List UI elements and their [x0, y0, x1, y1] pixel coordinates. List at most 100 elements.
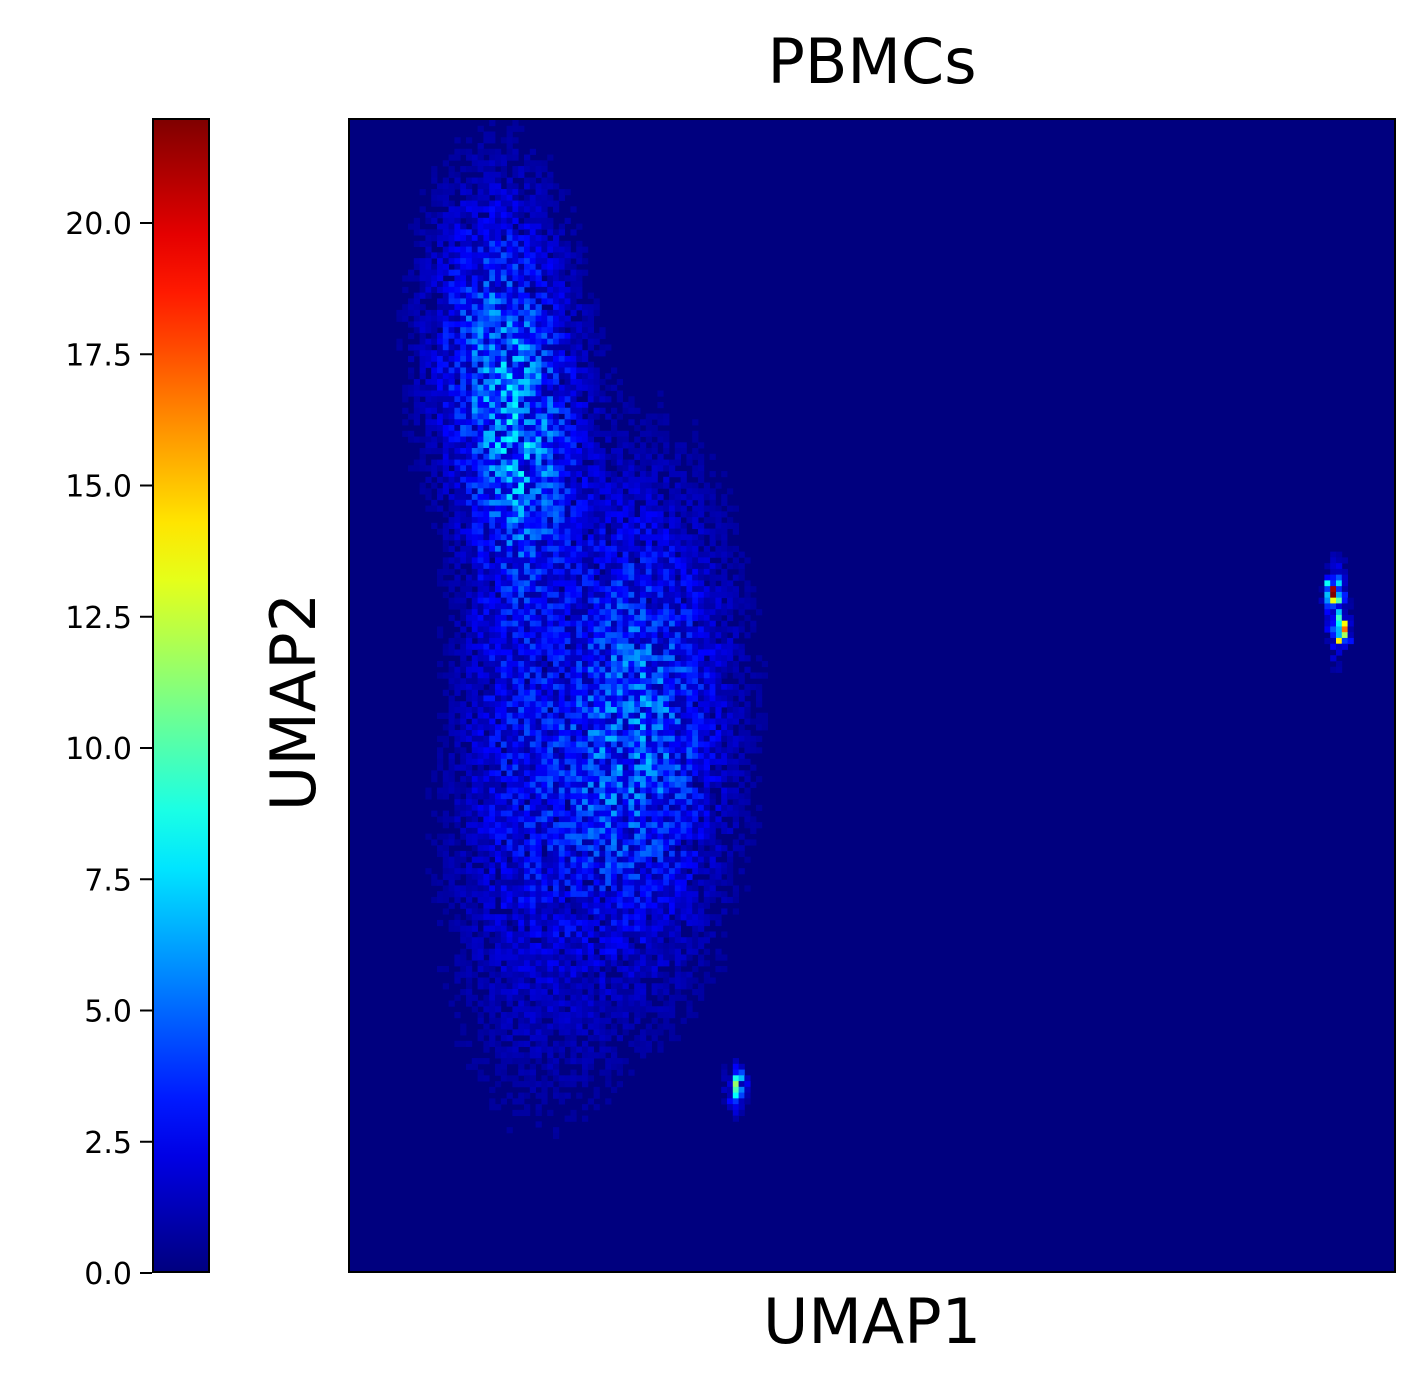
heatmap-cell: [657, 436, 664, 443]
heatmap-cell: [518, 557, 525, 564]
heatmap-cell: [686, 672, 693, 679]
heatmap-cell: [471, 747, 478, 754]
heatmap-cell: [512, 862, 519, 869]
heatmap-cell: [442, 384, 449, 391]
heatmap-cell: [547, 402, 554, 409]
heatmap-cell: [709, 649, 716, 656]
heatmap-cell: [761, 724, 768, 731]
heatmap-cell: [744, 787, 751, 794]
heatmap-cell: [529, 194, 536, 201]
heatmap-cell: [576, 678, 583, 685]
heatmap-cell: [489, 718, 496, 725]
heatmap-cell: [657, 551, 664, 558]
heatmap-cell: [558, 695, 565, 702]
heatmap-cell: [663, 436, 670, 443]
heatmap-cell: [692, 833, 699, 840]
heatmap-cell: [500, 609, 507, 616]
heatmap-cell: [431, 212, 438, 219]
heatmap-cell: [483, 217, 490, 224]
heatmap-cell: [669, 833, 676, 840]
heatmap-cell: [593, 632, 600, 639]
heatmap-cell: [535, 614, 542, 622]
heatmap-cell: [541, 827, 548, 835]
heatmap-cell: [518, 787, 525, 794]
heatmap-cell: [645, 799, 652, 806]
heatmap-cell: [460, 235, 467, 242]
heatmap-cell: [483, 206, 490, 213]
heatmap-cell: [518, 655, 525, 662]
heatmap-cell: [558, 344, 565, 351]
heatmap-cell: [558, 632, 565, 639]
heatmap-cell: [553, 206, 560, 213]
heatmap-cell: [477, 292, 484, 299]
heatmap-cell: [495, 252, 502, 259]
heatmap-cell: [605, 770, 612, 777]
heatmap-cell: [460, 361, 467, 368]
heatmap-cell: [582, 545, 589, 553]
heatmap-cell: [500, 735, 507, 742]
heatmap-cell: [593, 332, 600, 340]
heatmap-cell: [721, 689, 728, 696]
heatmap-cell: [437, 275, 444, 282]
heatmap-cell: [466, 384, 473, 391]
heatmap-cell: [547, 862, 554, 869]
heatmap-cell: [483, 505, 490, 512]
heatmap-cell: [448, 212, 455, 219]
heatmap-cell: [686, 614, 693, 622]
heatmap-cell: [582, 505, 589, 512]
heatmap-cell: [669, 678, 676, 685]
heatmap-cell: [466, 833, 473, 840]
heatmap-cell: [576, 534, 583, 541]
heatmap-cell: [738, 845, 745, 852]
heatmap-cell: [587, 522, 594, 530]
heatmap-cell: [506, 275, 513, 282]
heatmap-cell: [582, 799, 589, 806]
heatmap-cell: [518, 517, 525, 524]
heatmap-cell: [634, 540, 641, 547]
heatmap-cell: [709, 586, 716, 593]
heatmap-cell: [477, 586, 484, 593]
heatmap-cell: [593, 822, 600, 829]
heatmap-cell: [529, 637, 536, 645]
heatmap-cell: [471, 448, 478, 455]
heatmap-cell: [483, 804, 490, 812]
heatmap-cell: [553, 799, 560, 806]
heatmap-cell: [732, 787, 739, 794]
heatmap-cell: [454, 269, 461, 276]
heatmap-cell: [674, 678, 681, 685]
heatmap-cell: [645, 632, 652, 639]
heatmap-cell: [529, 235, 536, 242]
heatmap-cell: [582, 355, 589, 363]
heatmap-cell: [669, 620, 676, 627]
heatmap-cell: [460, 384, 467, 391]
heatmap-cell: [466, 217, 473, 224]
heatmap-cell: [634, 643, 641, 650]
heatmap-cell: [535, 632, 542, 639]
heatmap-cell: [576, 609, 583, 616]
heatmap-cell: [698, 637, 705, 645]
heatmap-cell: [477, 534, 484, 541]
heatmap-cell: [703, 678, 710, 685]
heatmap-cell: [437, 574, 444, 581]
heatmap-cell: [570, 229, 577, 236]
heatmap-cell: [518, 430, 525, 437]
heatmap-cell: [535, 281, 542, 288]
heatmap-cell: [483, 315, 490, 322]
heatmap-cell: [680, 753, 687, 760]
heatmap-cell: [529, 522, 536, 530]
heatmap-cell: [466, 724, 473, 731]
heatmap-cell: [599, 545, 606, 553]
heatmap-cell: [651, 839, 658, 846]
heatmap-cell: [634, 574, 641, 581]
heatmap-cell: [489, 730, 496, 737]
heatmap-cell: [1336, 660, 1343, 668]
heatmap-cell: [599, 488, 606, 495]
heatmap-cell: [448, 683, 455, 691]
heatmap-cell: [1347, 614, 1354, 622]
heatmap-cell: [518, 666, 525, 673]
heatmap-cell: [512, 390, 519, 397]
heatmap-cell: [622, 632, 629, 639]
heatmap-cell: [1330, 637, 1337, 645]
heatmap-cell: [698, 764, 705, 771]
heatmap-cell: [616, 678, 623, 685]
